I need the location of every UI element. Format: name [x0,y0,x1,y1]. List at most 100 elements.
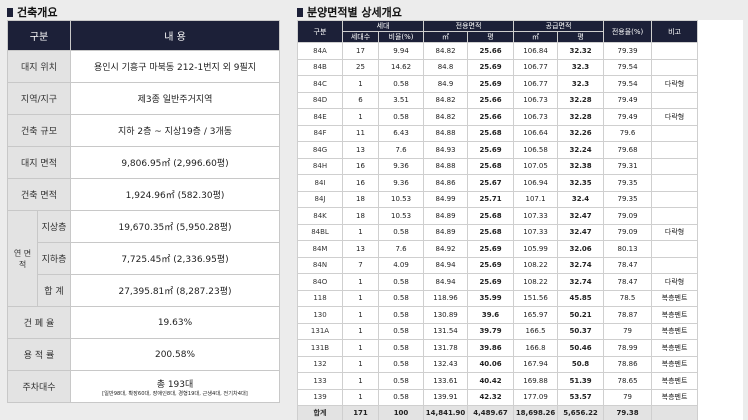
cell-ex-m: 130.89 [423,306,469,324]
header-ratio: 비율(%) [377,31,425,43]
cell-sup-m: 108.22 [513,273,559,291]
cell-type: 131B [297,339,343,357]
row-scale: 건축 규모 지하 2층 ~ 지상19층 / 3개동 [7,114,280,147]
cell-ratio: 7.6 [377,141,425,159]
header-supply: 공급면적 [513,20,605,32]
cell-rate: 78.99 [603,339,653,357]
cell-ratio: 9.36 [377,174,425,192]
cell-type: 84BL [297,223,343,241]
table-row: 139 1 0.58 139.91 42.32 177.09 53.57 79 복층펜트 [297,388,743,406]
label: 대지 면적 [7,146,71,179]
cell-ratio: 0.58 [377,75,425,93]
cell-ex-p: 25.67 [467,174,515,192]
label: 지상층 [37,210,71,243]
cell-rate: 79.54 [603,75,653,93]
cell-rate: 78.47 [603,273,653,291]
cell-rate: 79.6 [603,124,653,142]
cell-sup-m: 167.94 [513,355,559,373]
value: 1,924.96㎡ (582.30평) [70,178,280,211]
cell-ex-p: 39.6 [467,306,515,324]
header-note: 비고 [651,20,699,43]
table-row: 84G 13 7.6 84.93 25.69 106.58 32.24 79.68 [297,141,743,159]
cell-sup-m: 105.99 [513,240,559,258]
cell-ex-p: 35.99 [467,289,515,307]
cell-rate: 79.54 [603,58,653,76]
cell-rate: 79.49 [603,108,653,126]
cell-note [651,240,699,258]
cell-count: 1 [342,223,379,241]
unit-area-table: 구분 세대 전용면적 공급면적 전용율(%) 비고 세대수 비율(%) ㎡ 평 … [297,20,744,420]
cell-count: 6 [342,91,379,109]
cell-ratio: 0.58 [377,108,425,126]
row-building-area: 건축 면적 1,924.96㎡ (582.30평) [7,178,280,211]
header-count: 세대수 [342,31,379,43]
cell-sup-m: 106.73 [513,108,559,126]
cell-ex-m: 84.99 [423,190,469,208]
cell-note: 복층펜트 [651,289,699,307]
cell-sup-m: 107.33 [513,223,559,241]
cell-ratio: 0.58 [377,322,425,340]
cell-note [651,256,699,274]
value: 7,725.45㎡ (2,336.95평) [70,242,280,275]
cell-count: 1 [342,388,379,406]
row-site-area: 대지 면적 9,806.95㎡ (2,996.60평) [7,146,280,179]
cell-type: 84A [297,42,343,60]
cell-rate: 78.87 [603,306,653,324]
cell-note [651,58,699,76]
cell-count: 171 [342,405,379,420]
cell-ex-m: 14,841.90 [423,405,469,420]
header-type: 구분 [297,20,343,43]
label: 용 적 률 [7,338,71,371]
cell-sup-p: 50.8 [557,355,605,373]
cell-type: 84M [297,240,343,258]
cell-rate: 79.09 [603,223,653,241]
cell-note [651,405,699,420]
row-coverage: 건 폐 율 19.63% [7,306,280,339]
cell-ex-p: 25.69 [467,75,515,93]
cell-ex-m: 84.89 [423,207,469,225]
cell-type: 131A [297,322,343,340]
cell-ex-p: 25.69 [467,58,515,76]
label: 합 계 [37,274,71,307]
table-row: 118 1 0.58 118.96 35.99 151.56 45.85 78.5 복층펜트 [297,289,743,307]
cell-ex-m: 84.9 [423,75,469,93]
cell-count: 18 [342,190,379,208]
cell-ratio: 0.58 [377,223,425,241]
cell-ex-m: 84.82 [423,108,469,126]
cell-ex-p: 25.69 [467,273,515,291]
cell-note: 다락형 [651,108,699,126]
row-floor-area-below: 지하층 7,725.45㎡ (2,336.95평) [8,242,280,275]
label: 주차대수 [7,370,71,403]
row-floor-area-above: 연 면 적 지상층 19,670.35㎡ (5,950.28평) [7,210,280,307]
cell-ex-m: 131.78 [423,339,469,357]
cell-type: 118 [297,289,343,307]
table-row: 84I 16 9.36 84.86 25.67 106.94 32.35 79.35 [297,174,743,192]
cell-ex-m: 84.92 [423,240,469,258]
table-row: 84D 6 3.51 84.82 25.66 106.73 32.28 79.49 [297,91,743,109]
table-row: 84BL 1 0.58 84.89 25.68 107.33 32.47 79.09 다락형 [297,223,743,241]
table-row: 84A 17 9.94 84.82 25.66 106.84 32.32 79.39 [297,42,743,60]
cell-note: 복층펜트 [651,339,699,357]
cell-ex-p: 25.68 [467,157,515,175]
value: 제3종 일반주거지역 [70,82,280,115]
cell-note: 복층펜트 [651,355,699,373]
cell-count: 1 [342,306,379,324]
cell-ex-m: 84.89 [423,223,469,241]
value: 19.63% [70,306,280,339]
total-row: 합계 171 100 14,841.90 4,489.67 18,698.26 5,656.… [297,405,743,420]
cell-ex-m: 84.94 [423,256,469,274]
cell-ex-m: 84.82 [423,42,469,60]
cell-ratio: 0.58 [377,339,425,357]
cell-sup-p: 50.37 [557,322,605,340]
cell-sup-m: 106.58 [513,141,559,159]
table-row: 84O 1 0.58 84.94 25.69 108.22 32.74 78.47 다락형 [297,273,743,291]
cell-sup-p: 32.24 [557,141,605,159]
table-row: 84N 7 4.09 84.94 25.69 108.22 32.74 78.47 [297,256,743,274]
cell-note [651,91,699,109]
cell-sup-m: 151.56 [513,289,559,307]
cell-note: 복층펜트 [651,322,699,340]
cell-sup-p: 32.47 [557,207,605,225]
cell-sup-p: 32.47 [557,223,605,241]
cell-note: 다락형 [651,273,699,291]
cell-ex-p: 25.66 [467,108,515,126]
